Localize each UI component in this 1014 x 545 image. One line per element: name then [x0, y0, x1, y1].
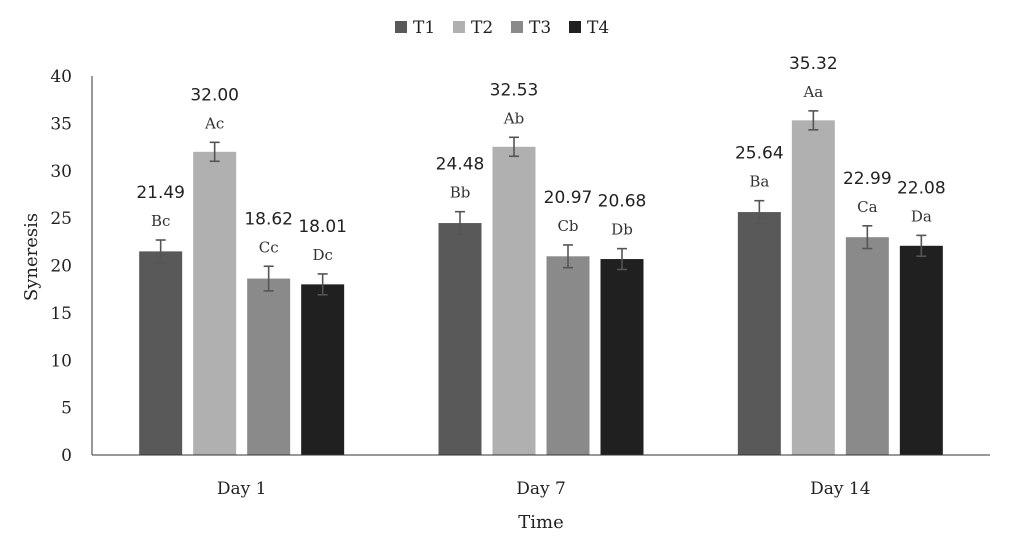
group-letter-label: Db	[611, 221, 633, 239]
legend-label: T2	[471, 18, 493, 38]
y-tick-label: 25	[50, 209, 72, 229]
data-label: 32.00	[190, 85, 239, 105]
group-letter-label: Cb	[557, 217, 578, 235]
bar	[737, 212, 781, 455]
legend-label: T3	[529, 18, 551, 38]
group-letter-label: Ca	[857, 198, 877, 216]
bar	[546, 256, 590, 455]
data-label: 20.68	[598, 192, 647, 212]
data-label: 24.48	[436, 155, 485, 175]
x-axis: Day 1 Day 7 Day 14	[92, 454, 990, 499]
group-letter-label: Ac	[204, 114, 224, 132]
bar	[139, 251, 183, 455]
bar	[899, 245, 943, 455]
group-letter-label: Ba	[749, 173, 769, 191]
group-letter-label: Dc	[312, 246, 332, 264]
y-tick-label: 30	[50, 162, 72, 182]
y-tick-label: 20	[50, 257, 72, 277]
legend-swatch	[569, 21, 581, 33]
bars: Bc 21.49 Ac 32.00 Cc 18.62 Dc 18.01 Bb 24.48 Ab 32.…	[136, 54, 946, 456]
y-tick-label: 0	[61, 446, 72, 466]
legend: T1 T2 T3 T4	[395, 18, 609, 38]
y-tick-label: 10	[50, 351, 72, 371]
data-label: 22.08	[897, 178, 946, 198]
x-axis-title: Time	[518, 512, 563, 533]
bar	[193, 151, 237, 456]
legend-swatch	[511, 21, 523, 33]
data-label: 20.97	[544, 188, 593, 208]
group-letter-label: Ab	[503, 109, 524, 127]
group-letter-label: Aa	[802, 83, 823, 101]
data-label: 18.62	[244, 209, 293, 229]
x-tick-label: Day 1	[217, 479, 267, 499]
data-label: 22.99	[843, 169, 892, 189]
bar	[301, 284, 345, 455]
bar	[600, 259, 644, 455]
data-label: 25.64	[735, 144, 784, 164]
group-letter-label: Bb	[450, 184, 471, 202]
bar	[438, 223, 482, 455]
data-label: 35.32	[789, 54, 838, 74]
legend-label: T1	[413, 18, 435, 38]
x-tick-label: Day 7	[516, 479, 566, 499]
group-letter-label: Cc	[259, 238, 279, 256]
bar	[791, 120, 835, 455]
y-tick-label: 15	[50, 304, 72, 324]
legend-label: T4	[587, 18, 609, 38]
group-letter-label: Bc	[151, 212, 170, 230]
group-letter-label: Da	[911, 207, 932, 225]
bar	[247, 278, 291, 455]
legend-swatch	[395, 21, 407, 33]
x-tick-label: Day 14	[810, 479, 870, 499]
data-label: 21.49	[136, 183, 185, 203]
data-label: 18.01	[298, 217, 347, 237]
y-tick-label: 35	[50, 114, 72, 134]
legend-swatch	[453, 21, 465, 33]
y-tick-label: 5	[61, 399, 72, 419]
bar	[845, 237, 889, 455]
y-tick-label: 40	[50, 67, 72, 87]
y-axis-title: Syneresis	[21, 213, 42, 301]
y-axis: 0 5 10 15 20 25 30 35 40	[50, 67, 93, 466]
data-label: 32.53	[490, 80, 539, 100]
bar	[492, 146, 536, 455]
